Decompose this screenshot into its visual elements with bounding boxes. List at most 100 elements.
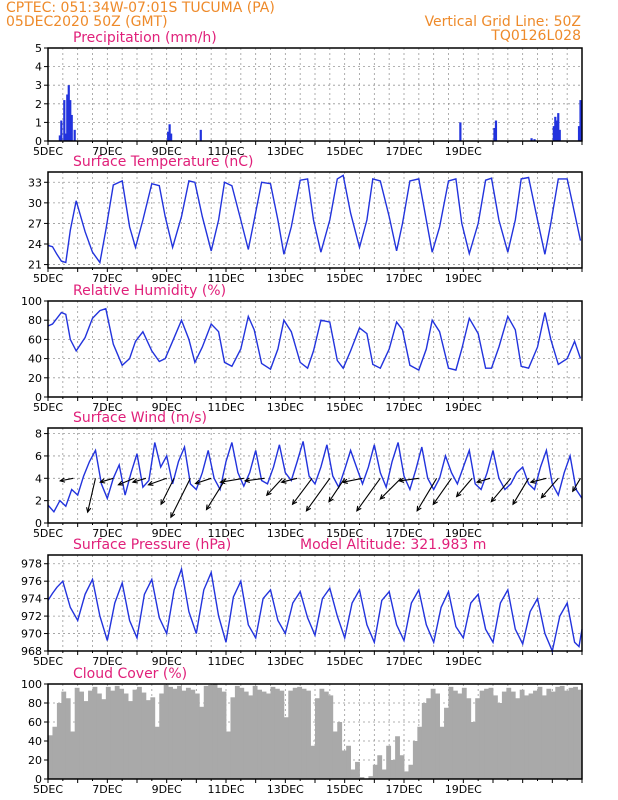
wind-vector-head [455, 491, 462, 498]
cloud-bar [395, 736, 400, 779]
cloud-xtick-label: 11DEC [207, 783, 244, 796]
precip-bar [170, 133, 173, 141]
precip-bar [554, 116, 557, 141]
rh-title: Relative Humidity (%) [73, 283, 226, 299]
cloud-bar [461, 687, 467, 779]
cloud-bar [430, 688, 436, 779]
wind-title: Surface Wind (m/s) [73, 410, 207, 426]
precip-bar [579, 100, 582, 141]
wind-vector-head [147, 480, 154, 486]
temp-xtick-label: 11DEC [207, 272, 244, 285]
cloud-ytick-label: 100 [21, 678, 42, 691]
pres-title: Surface Pressure (hPa) [73, 537, 231, 553]
pres-series-line [47, 566, 583, 654]
header-station: CPTEC: 051:34W-07:01S TUCUMA (PA) [6, 0, 275, 16]
temp-ytick-label: 21 [28, 259, 42, 272]
temp-ytick-label: 27 [28, 217, 42, 230]
cloud-bar [546, 688, 552, 779]
precip-bar [70, 114, 73, 141]
precip-bar [557, 113, 560, 141]
cloud-frame [47, 683, 583, 780]
precip-xtick-label: 9DEC [152, 145, 182, 158]
cloud-ytick-label: 80 [28, 697, 42, 710]
cloud-bar [168, 686, 173, 779]
wind-vector-head [160, 499, 166, 506]
cloud-bar [177, 685, 182, 779]
cloud-bar [426, 698, 432, 779]
wind-xtick-label: 17DEC [385, 527, 422, 540]
cloud-bar [190, 689, 196, 779]
cloud-bar [444, 707, 449, 779]
cloud-bar [154, 726, 160, 779]
precip-bar [552, 126, 555, 141]
wind-series-line [47, 441, 583, 514]
pres-xtick-label: 9DEC [152, 655, 182, 668]
temp-xtick-label: 9DEC [152, 272, 182, 285]
wind-vector-shaft [87, 478, 97, 513]
wind-vector-head [280, 478, 287, 484]
cloud-bar [243, 691, 249, 779]
pres-ytick-label: 974 [21, 593, 42, 606]
cloud-bar [466, 698, 472, 779]
cloud-bar [506, 687, 512, 779]
cloud-bar [564, 690, 570, 779]
wind-vector-shaft [292, 477, 313, 505]
cloud-bar [48, 735, 53, 779]
cloud-bar [301, 688, 307, 779]
cloud-bar [56, 703, 62, 779]
precip-bar [67, 85, 70, 141]
wind-vector-shaft [572, 478, 581, 492]
precip-xtick-label: 7DEC [92, 145, 122, 158]
wind-ytick-label: 0 [35, 517, 42, 530]
cloud-bar [346, 745, 351, 779]
cloud-bar [577, 689, 583, 779]
cloud-bar [292, 687, 298, 779]
cloud-bar [475, 698, 481, 779]
wind-vector-head [490, 496, 497, 503]
wind-vector-head [398, 477, 405, 483]
cloud-bar [74, 687, 80, 779]
pres-frame [47, 554, 583, 652]
cloud-bar [226, 731, 231, 779]
cloud-bar [185, 687, 191, 779]
cloud-ytick-label: 0 [35, 773, 42, 786]
pres-xtick-label: 15DEC [326, 655, 363, 668]
temp-ytick-label: 30 [28, 197, 42, 210]
wind-xtick-label: 9DEC [152, 527, 182, 540]
wind-ytick-label: 2 [35, 495, 42, 508]
temp-xtick-label: 19DEC [445, 272, 482, 285]
cloud-title: Cloud Cover (%) [73, 666, 187, 682]
cloud-bar [519, 689, 525, 779]
rh-ytick-label: 80 [28, 314, 42, 327]
precip-bar [493, 127, 496, 141]
cloud-bar [150, 697, 156, 779]
cloud-bar [439, 726, 445, 779]
cloud-bar [145, 700, 151, 779]
cloud-bar [159, 693, 165, 779]
cloud-bar [217, 687, 222, 779]
pres-annotation: Model Altitude: 321.983 m [300, 537, 486, 553]
cloud-bar [92, 686, 98, 779]
cloud-bar [323, 691, 329, 779]
wind-vector-head [328, 496, 334, 503]
wind-vector-shaft [379, 477, 402, 500]
rh-xtick-label: 13DEC [267, 401, 304, 414]
wind-vector-shaft [206, 478, 227, 510]
cloud-bar [61, 691, 67, 779]
cloud-bar [559, 685, 565, 779]
cloud-bar [181, 690, 187, 779]
precip-bar [167, 131, 170, 141]
cloud-bar [390, 760, 396, 779]
cloud-bar [421, 703, 427, 779]
cloud-bar [573, 686, 578, 779]
precip-bar [577, 126, 581, 141]
pres-ytick-label: 970 [21, 628, 42, 641]
wind-vector-head [416, 505, 422, 512]
cloud-xtick-label: 15DEC [326, 783, 363, 796]
pres-ytick-label: 976 [21, 575, 42, 588]
temp-xtick-label: 5DEC [33, 272, 63, 285]
cloud-bar [194, 693, 200, 779]
cloud-bar [337, 722, 343, 779]
cloud-bar [101, 699, 107, 779]
